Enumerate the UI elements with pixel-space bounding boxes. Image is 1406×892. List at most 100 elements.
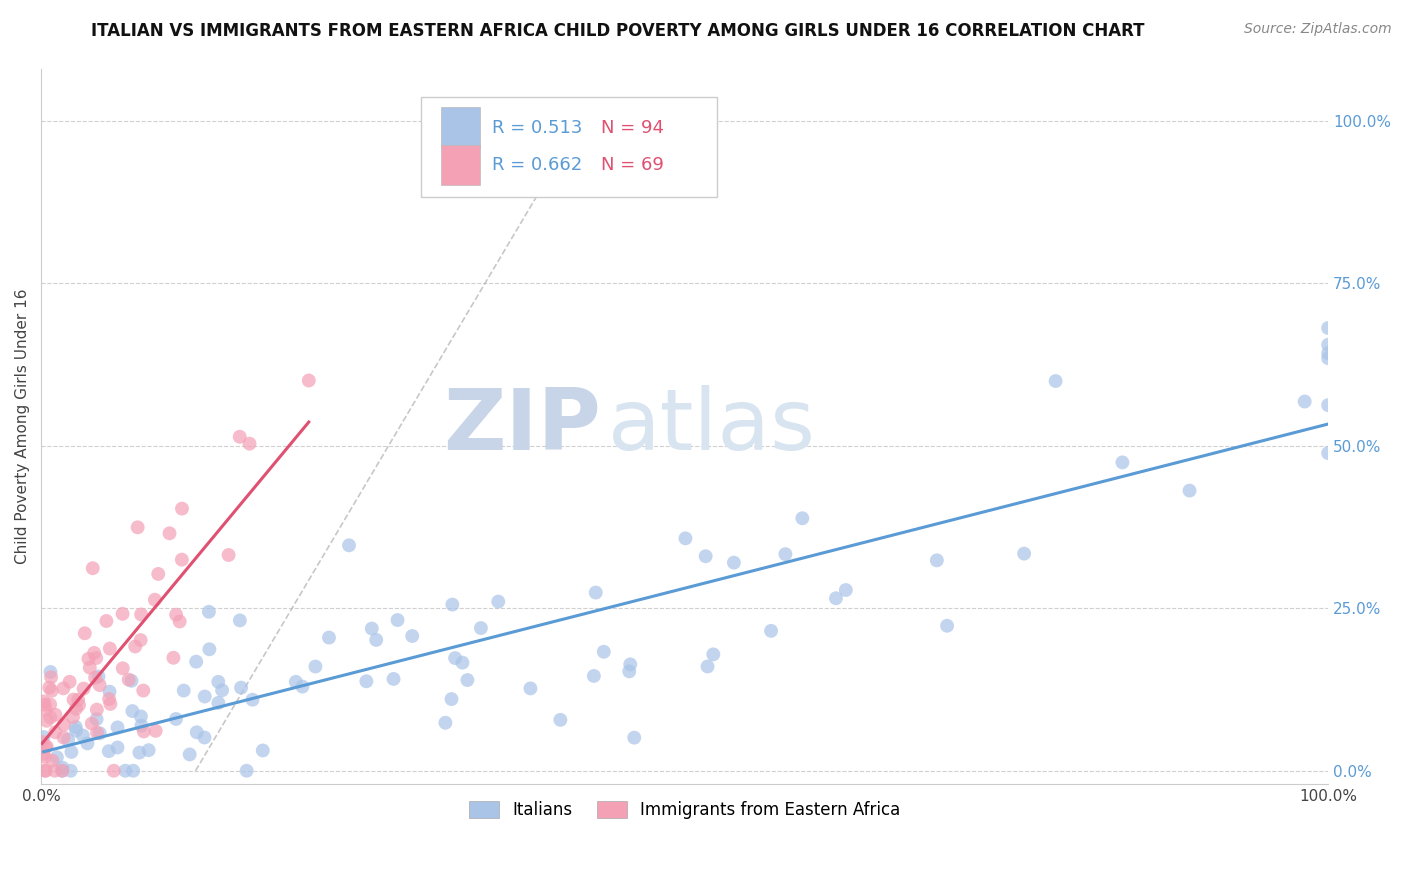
Point <box>207 674 229 689</box>
FancyBboxPatch shape <box>441 108 479 148</box>
Point <box>186 655 208 669</box>
Text: atlas: atlas <box>607 384 815 467</box>
Point <box>111 607 134 621</box>
Point <box>451 656 474 670</box>
Point <box>582 669 605 683</box>
Point <box>162 650 184 665</box>
Point <box>111 661 134 675</box>
Point <box>51 761 73 775</box>
Point <box>696 659 718 673</box>
Point <box>44 725 66 739</box>
Point <box>825 591 848 606</box>
Point <box>173 683 195 698</box>
Point <box>51 764 73 778</box>
Point <box>441 598 464 612</box>
Text: R = 0.662: R = 0.662 <box>492 156 582 174</box>
Point <box>121 673 143 688</box>
Point <box>519 681 541 696</box>
Point <box>65 723 87 738</box>
Point <box>67 698 90 712</box>
Point <box>34 698 56 712</box>
Point <box>72 681 94 696</box>
Point <box>382 672 405 686</box>
Point <box>218 548 240 562</box>
Point <box>98 641 121 656</box>
Point <box>97 744 120 758</box>
Point <box>165 712 187 726</box>
Legend: Italians, Immigrants from Eastern Africa: Italians, Immigrants from Eastern Africa <box>463 794 907 825</box>
Point <box>121 704 143 718</box>
Point <box>122 764 145 778</box>
Point <box>356 674 378 689</box>
Y-axis label: Child Poverty Among Girls Under 16: Child Poverty Among Girls Under 16 <box>15 288 30 564</box>
Point <box>229 614 252 628</box>
Point <box>87 669 110 683</box>
Point <box>34 764 56 778</box>
Point <box>456 673 478 687</box>
Point <box>775 547 797 561</box>
Point <box>41 754 63 768</box>
Point <box>98 692 121 706</box>
Point <box>86 703 108 717</box>
Point <box>585 585 607 599</box>
Point <box>56 732 79 747</box>
Point <box>238 436 260 450</box>
Point <box>170 552 193 566</box>
Point <box>1178 483 1201 498</box>
Point <box>77 652 100 666</box>
Point <box>114 764 136 778</box>
Point <box>79 660 101 674</box>
Point <box>118 673 141 687</box>
Point <box>89 678 111 692</box>
Point <box>38 681 60 695</box>
Point <box>39 670 62 684</box>
Text: Source: ZipAtlas.com: Source: ZipAtlas.com <box>1244 22 1392 37</box>
Point <box>695 549 717 564</box>
Point <box>65 702 87 716</box>
Point <box>702 648 724 662</box>
Point <box>129 709 152 723</box>
Point <box>132 683 155 698</box>
Point <box>145 723 167 738</box>
Point <box>41 683 63 698</box>
Point <box>592 645 614 659</box>
Point <box>148 566 170 581</box>
Point <box>131 718 153 732</box>
Point <box>84 651 107 665</box>
Point <box>1317 321 1340 335</box>
Point <box>792 511 814 525</box>
Point <box>143 592 166 607</box>
Point <box>51 764 73 778</box>
Point <box>486 594 509 608</box>
Point <box>124 640 146 654</box>
Point <box>44 707 66 722</box>
Point <box>84 671 107 685</box>
Point <box>159 526 181 541</box>
Point <box>31 735 53 749</box>
Point <box>39 698 62 712</box>
Point <box>39 665 62 679</box>
Point <box>1045 374 1067 388</box>
Point <box>360 622 382 636</box>
Point <box>179 747 201 762</box>
Point <box>440 692 463 706</box>
Point <box>129 607 152 622</box>
Point <box>169 615 191 629</box>
Point <box>936 619 959 633</box>
Point <box>1012 547 1035 561</box>
Point <box>76 736 98 750</box>
Point <box>107 720 129 734</box>
Point <box>83 646 105 660</box>
Point <box>623 731 645 745</box>
Point <box>337 538 360 552</box>
Point <box>444 651 467 665</box>
Text: ITALIAN VS IMMIGRANTS FROM EASTERN AFRICA CHILD POVERTY AMONG GIRLS UNDER 16 COR: ITALIAN VS IMMIGRANTS FROM EASTERN AFRIC… <box>91 22 1144 40</box>
Point <box>128 746 150 760</box>
Point <box>291 680 314 694</box>
Point <box>98 684 121 698</box>
Point <box>723 556 745 570</box>
Point <box>89 726 111 740</box>
Point <box>304 659 326 673</box>
Point <box>194 690 217 704</box>
Point <box>1317 446 1340 460</box>
